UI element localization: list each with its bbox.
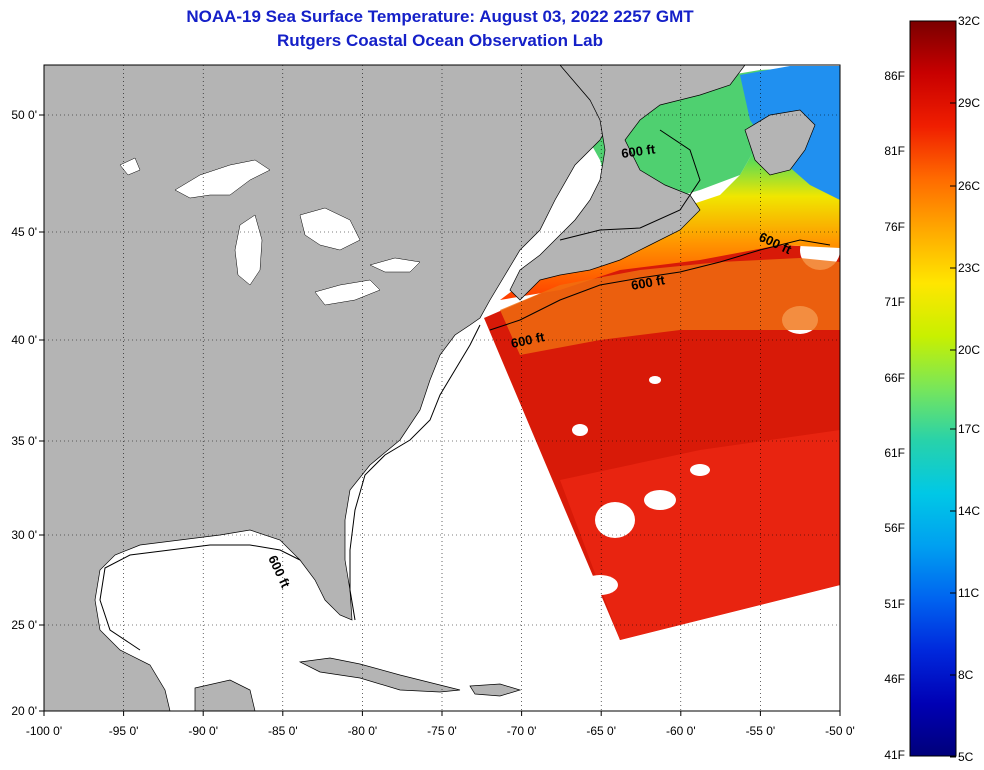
colorbar-f-label: 51F [884, 597, 905, 611]
colorbar-c-label: 17C [958, 422, 980, 436]
colorbar-c-label: 11C [958, 586, 979, 600]
contour-label: 600 ft [620, 141, 656, 161]
x-tick-label: -55 0' [746, 724, 776, 738]
colorbar-c-label: 5C [958, 750, 974, 764]
great-lakes [119, 157, 421, 306]
x-tick-label: -60 0' [666, 724, 696, 738]
colorbar-f-label: 46F [884, 672, 905, 686]
colorbar-c-label: 26C [958, 179, 980, 193]
x-tick-label: -50 0' [825, 724, 855, 738]
colorbar-c-label: 20C [958, 343, 980, 357]
colorbar-f-label: 71F [884, 295, 905, 309]
colorbar [909, 20, 957, 757]
colorbar-f-label: 86F [884, 69, 905, 83]
x-axis-labels: -100 0' -95 0' -90 0' -85 0' -80 0' -75 0' -70… [26, 711, 855, 738]
x-tick-label: -90 0' [188, 724, 218, 738]
sst-north [500, 70, 840, 300]
land [44, 65, 816, 711]
sst-orange-band [500, 258, 840, 355]
colorbar-f-label: 66F [884, 371, 905, 385]
colorbar-c-label: 23C [958, 261, 980, 275]
x-tick-label: -70 0' [507, 724, 537, 738]
colorbar-c-label: 29C [958, 96, 980, 110]
depth-contour-600ft [99, 129, 831, 651]
x-tick-label: -75 0' [427, 724, 457, 738]
colorbar-f-label: 41F [884, 748, 905, 762]
contour-label: 600 ft [630, 272, 667, 293]
colorbar-f-label: 76F [884, 220, 905, 234]
y-tick-label: 30 0' [11, 528, 37, 542]
y-tick-label: 20 0' [11, 704, 37, 718]
graticule [44, 65, 840, 711]
x-tick-label: -80 0' [348, 724, 378, 738]
y-tick-label: 45 0' [11, 225, 37, 239]
colorbar-c-label: 8C [958, 668, 974, 682]
y-tick-label: 25 0' [11, 618, 37, 632]
y-tick-label: 35 0' [11, 434, 37, 448]
colorbar-c-label: 32C [958, 14, 980, 28]
x-tick-label: -65 0' [586, 724, 616, 738]
colorbar-f-label: 56F [884, 521, 905, 535]
x-tick-label: -100 0' [26, 724, 62, 738]
map-title: NOAA-19 Sea Surface Temperature: August … [186, 7, 694, 26]
x-tick-label: -85 0' [268, 724, 298, 738]
y-tick-label: 40 0' [11, 333, 37, 347]
y-axis-labels: 50 0' 45 0' 40 0' 35 0' 30 0' 25 0' 20 0' [11, 108, 44, 718]
map-subtitle: Rutgers Coastal Ocean Observation Lab [277, 31, 603, 50]
colorbar-c-label: 14C [958, 504, 980, 518]
colorbar-f-label: 61F [884, 446, 905, 460]
y-tick-label: 50 0' [11, 108, 37, 122]
colorbar-celsius-labels: 32C 29C 26C 23C 20C 17C 14C 11C 8C 5C [950, 14, 980, 764]
colorbar-f-label: 81F [884, 144, 905, 158]
colorbar-fahrenheit-labels: 86F 81F 76F 71F 66F 61F 56F 51F 46F 41F [884, 69, 905, 762]
x-tick-label: -95 0' [109, 724, 139, 738]
